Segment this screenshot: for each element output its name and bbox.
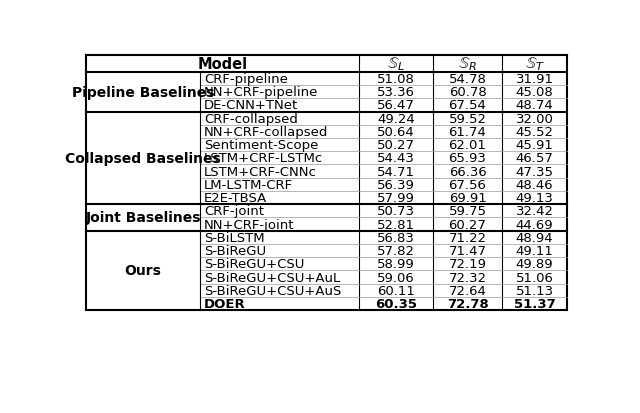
Text: LM-LSTM-CRF: LM-LSTM-CRF [204,178,293,191]
Text: 48.46: 48.46 [516,178,554,191]
Text: 32.00: 32.00 [516,112,554,125]
Text: 48.74: 48.74 [516,99,554,112]
Text: 32.42: 32.42 [516,205,554,218]
Text: 54.78: 54.78 [449,73,486,85]
Text: 45.08: 45.08 [516,86,554,99]
Text: 71.47: 71.47 [449,244,486,257]
Text: 61.74: 61.74 [449,126,486,138]
Text: $\mathbb{S}_L$: $\mathbb{S}_L$ [387,55,404,73]
Text: 72.78: 72.78 [447,297,488,310]
Text: E2E-TBSA: E2E-TBSA [204,192,268,204]
Text: 71.22: 71.22 [449,231,486,244]
Text: CRF-pipeline: CRF-pipeline [204,73,288,85]
Text: NN+CRF-collapsed: NN+CRF-collapsed [204,126,328,138]
Text: S-BiReGU+CSU+AuL: S-BiReGU+CSU+AuL [204,271,340,284]
Text: 58.99: 58.99 [377,258,415,271]
Text: NN+CRF-pipeline: NN+CRF-pipeline [204,86,318,99]
Text: 47.35: 47.35 [516,165,554,178]
Text: NN+CRF-joint: NN+CRF-joint [204,218,294,231]
Text: 56.39: 56.39 [377,178,415,191]
Text: 59.06: 59.06 [377,271,415,284]
Text: 31.91: 31.91 [516,73,554,85]
Text: 67.56: 67.56 [449,178,486,191]
Text: CRF-joint: CRF-joint [204,205,264,218]
Text: Collapsed Baselines: Collapsed Baselines [65,152,221,166]
Text: 50.27: 50.27 [377,139,415,152]
Text: Sentiment-Scope: Sentiment-Scope [204,139,318,152]
Text: DE-CNN+TNet: DE-CNN+TNet [204,99,298,112]
Text: S-BiReGU: S-BiReGU [204,244,266,257]
Text: 57.82: 57.82 [377,244,415,257]
Text: 60.78: 60.78 [449,86,486,99]
Text: DOER: DOER [204,297,246,310]
Text: 51.06: 51.06 [516,271,554,284]
Text: 62.01: 62.01 [449,139,486,152]
Text: 50.73: 50.73 [377,205,415,218]
Text: 48.94: 48.94 [516,231,554,244]
Text: $\mathbb{S}_T$: $\mathbb{S}_T$ [525,55,545,73]
Text: S-BiLSTM: S-BiLSTM [204,231,264,244]
Text: 57.99: 57.99 [377,192,415,204]
Text: S-BiReGU+CSU+AuS: S-BiReGU+CSU+AuS [204,284,341,297]
Text: 49.24: 49.24 [377,112,415,125]
Text: 51.13: 51.13 [515,284,554,297]
Text: 49.89: 49.89 [516,258,554,271]
Text: LSTM+CRF-LSTMc: LSTM+CRF-LSTMc [204,152,323,165]
Text: 59.75: 59.75 [449,205,486,218]
Text: 60.11: 60.11 [377,284,415,297]
Text: 49.11: 49.11 [516,244,554,257]
Text: Joint Baselines: Joint Baselines [85,211,201,225]
Text: 72.32: 72.32 [449,271,486,284]
Text: 50.64: 50.64 [377,126,415,138]
Text: 56.83: 56.83 [377,231,415,244]
Text: 65.93: 65.93 [449,152,486,165]
Text: 59.52: 59.52 [449,112,486,125]
Text: 54.71: 54.71 [377,165,415,178]
Text: $\mathbb{S}_R$: $\mathbb{S}_R$ [458,55,477,73]
Text: 67.54: 67.54 [449,99,486,112]
Text: 51.37: 51.37 [514,297,556,310]
Text: Ours: Ours [125,264,161,278]
Text: 60.35: 60.35 [375,297,417,310]
Text: 53.36: 53.36 [377,86,415,99]
Text: 45.91: 45.91 [516,139,554,152]
Text: 72.19: 72.19 [449,258,486,271]
Text: Model: Model [198,57,248,71]
Text: 56.47: 56.47 [377,99,415,112]
Text: 45.52: 45.52 [516,126,554,138]
Text: 60.27: 60.27 [449,218,486,231]
Text: S-BiReGU+CSU: S-BiReGU+CSU [204,258,305,271]
Text: 44.69: 44.69 [516,218,554,231]
Text: 72.64: 72.64 [449,284,486,297]
Text: Pipeline Baselines: Pipeline Baselines [72,85,214,100]
Text: 69.91: 69.91 [449,192,486,204]
Text: 46.57: 46.57 [516,152,554,165]
Text: 54.43: 54.43 [377,152,415,165]
Text: LSTM+CRF-CNNc: LSTM+CRF-CNNc [204,165,317,178]
Text: CRF-collapsed: CRF-collapsed [204,112,298,125]
Text: 66.36: 66.36 [449,165,486,178]
Text: 52.81: 52.81 [377,218,415,231]
Text: 49.13: 49.13 [516,192,554,204]
Text: 51.08: 51.08 [377,73,415,85]
